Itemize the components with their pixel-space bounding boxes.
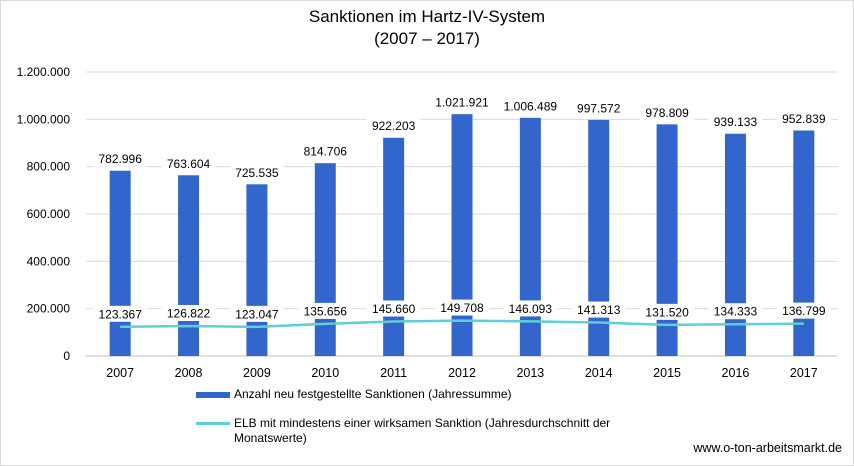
bar <box>178 175 200 356</box>
bar <box>656 124 678 356</box>
legend-line-label-1: ELB mit mindestens einer wirksamen Sankt… <box>234 416 611 430</box>
bar-data-label: 922.203 <box>372 119 416 133</box>
line-data-label: 126.822 <box>167 306 211 320</box>
bar-data-label-box <box>229 164 285 181</box>
bar-data-label: 1.006.489 <box>504 99 558 113</box>
bar-data-label: 939.133 <box>714 115 758 129</box>
title-block: Sanktionen im Hartz-IV-System (2007 – 20… <box>0 6 854 50</box>
legend-bar-swatch <box>196 392 230 398</box>
bar <box>519 117 541 356</box>
line-data-label: 149.708 <box>440 301 484 315</box>
x-tick-label: 2017 <box>790 366 818 380</box>
bar <box>451 114 473 357</box>
x-tick-label: 2016 <box>722 366 750 380</box>
bar-data-label-box <box>708 113 763 130</box>
legend-item-bars: Anzahl neu festgestellte Sanktionen (Jah… <box>196 385 696 405</box>
line-data-label-box <box>434 299 490 316</box>
bar-data-label-box <box>427 94 497 111</box>
legend: Anzahl neu festgestellte Sanktionen (Jah… <box>196 385 696 445</box>
bar-data-label-box <box>496 97 565 114</box>
bar-data-label-box <box>298 143 353 160</box>
line-data-label-box <box>503 300 558 317</box>
chart-subtitle: (2007 – 2017) <box>374 29 480 48</box>
bar-data-label-box <box>161 155 216 172</box>
line-data-label: 135.656 <box>304 304 348 318</box>
bar-data-label: 978.809 <box>645 106 689 120</box>
y-tick-label: 800.000 <box>27 160 71 174</box>
bar-data-label-box <box>776 110 831 127</box>
y-tick-label: 600.000 <box>27 207 71 221</box>
line-data-label-box <box>298 302 353 319</box>
x-tick-label: 2010 <box>311 366 339 380</box>
line-data-label: 134.333 <box>714 305 758 319</box>
bar-data-label-box <box>366 117 421 134</box>
bar-data-label: 814.706 <box>304 145 348 159</box>
legend-line-label-2: Monatswerte) <box>234 431 307 445</box>
line-data-label-box <box>639 303 695 320</box>
line-data-label-box <box>161 304 216 321</box>
line-data-label: 145.660 <box>372 302 416 316</box>
bar-data-label: 782.996 <box>98 152 142 166</box>
line-data-label-box <box>366 300 421 317</box>
line-data-label: 123.047 <box>235 307 279 321</box>
x-tick-label: 2007 <box>106 366 134 380</box>
bar-data-label: 997.572 <box>577 101 621 115</box>
bar <box>109 170 131 356</box>
x-tick-label: 2015 <box>653 366 681 380</box>
bar-data-label-box <box>639 104 695 121</box>
line-data-label-box <box>229 305 285 322</box>
line-data-label-box <box>776 302 831 319</box>
y-tick-label: 0 <box>63 349 70 363</box>
bar-data-label-box <box>571 99 626 116</box>
line-data-label-box <box>93 305 148 322</box>
x-tick-label: 2013 <box>516 366 544 380</box>
legend-bar-label: Anzahl neu festgestellte Sanktionen (Jah… <box>234 387 512 401</box>
y-tick-label: 200.000 <box>27 302 71 316</box>
bar <box>793 130 815 356</box>
source-footer: www.o-ton-arbeitsmarkt.de <box>693 441 842 455</box>
line-data-label: 131.520 <box>645 305 689 319</box>
line-data-label: 141.313 <box>577 303 621 317</box>
series-line <box>120 319 804 329</box>
chart-title: Sanktionen im Hartz-IV-System <box>308 7 546 26</box>
line-data-label: 136.799 <box>782 304 826 318</box>
legend-line-swatch <box>196 422 230 425</box>
bar <box>588 119 610 356</box>
line-data-label-box <box>571 301 626 318</box>
bar-data-label: 763.604 <box>167 157 211 171</box>
x-tick-label: 2012 <box>448 366 476 380</box>
bar-data-label-box <box>93 150 148 167</box>
x-tick-label: 2008 <box>175 366 203 380</box>
x-tick-label: 2011 <box>380 366 407 380</box>
y-tick-label: 400.000 <box>27 254 71 268</box>
bar-data-label: 725.535 <box>235 166 279 180</box>
x-tick-label: 2009 <box>243 366 271 380</box>
y-tick-label: 1.200.000 <box>17 65 71 79</box>
line-data-label: 146.093 <box>509 302 553 316</box>
bar-data-label: 952.839 <box>782 112 826 126</box>
bar <box>724 133 746 356</box>
bar-data-label: 1.021.921 <box>435 96 489 110</box>
bar <box>314 163 336 356</box>
line-data-label-box <box>708 303 763 320</box>
bar <box>246 184 268 356</box>
y-tick-label: 1.000.000 <box>17 112 71 126</box>
bar <box>383 137 405 356</box>
x-tick-label: 2014 <box>585 366 613 380</box>
line-data-label: 123.367 <box>98 307 142 321</box>
